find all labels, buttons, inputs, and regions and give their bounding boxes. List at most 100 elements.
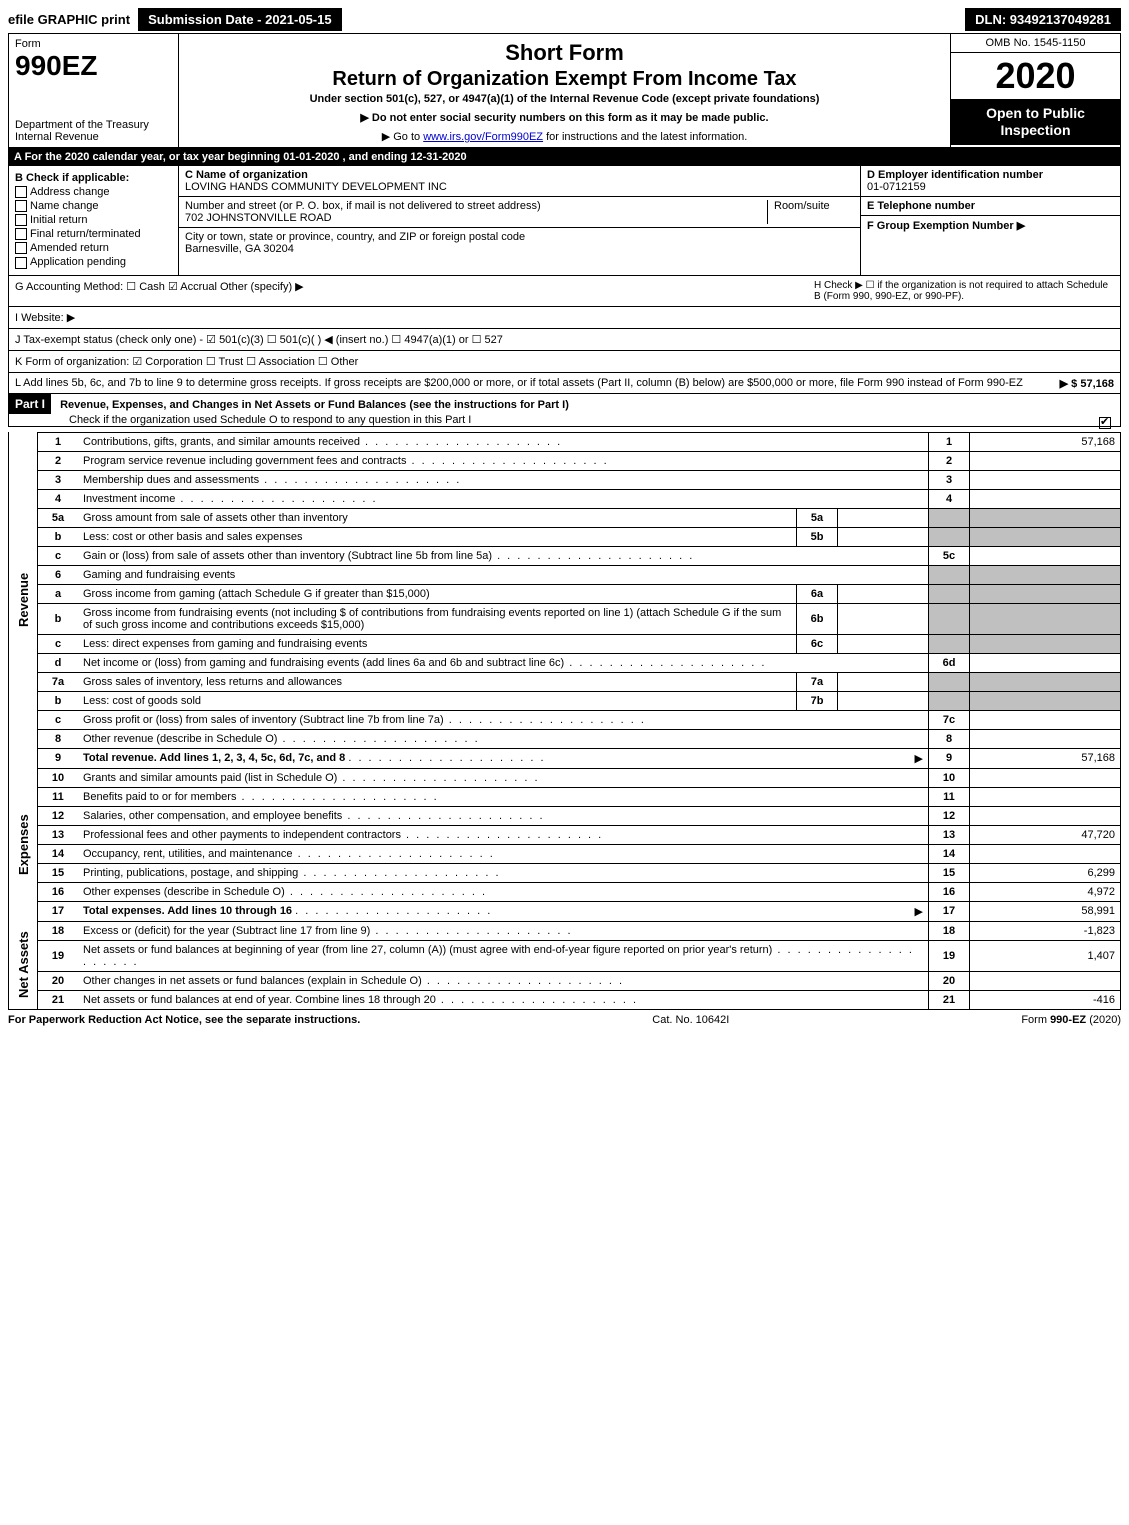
- line-ref: 5c: [929, 546, 970, 565]
- instr-goto: ▶ Go to www.irs.gov/Form990EZ for instru…: [185, 130, 944, 143]
- line-amount: [970, 710, 1121, 729]
- line-desc: Gross profit or (loss) from sales of inv…: [78, 710, 929, 729]
- line-desc: Other revenue (describe in Schedule O): [78, 729, 929, 748]
- line-ref: 17: [929, 901, 970, 921]
- chk-application-pending[interactable]: Application pending: [15, 256, 172, 268]
- label-city: City or town, state or province, country…: [185, 231, 525, 243]
- city-cell: City or town, state or province, country…: [179, 228, 860, 258]
- line-number: a: [38, 584, 79, 603]
- amt-shaded: [970, 634, 1121, 653]
- table-row: bGross income from fundraising events (n…: [9, 603, 1121, 634]
- line-ref: 10: [929, 768, 970, 787]
- table-row: bLess: cost of goods sold7b: [9, 691, 1121, 710]
- group-cell: F Group Exemption Number ▶: [861, 216, 1120, 275]
- line-i: I Website: ▶: [8, 307, 1121, 329]
- line-ref: 3: [929, 470, 970, 489]
- phone-cell: E Telephone number: [861, 197, 1120, 216]
- street-cell: Number and street (or P. O. box, if mail…: [179, 197, 860, 228]
- chk-initial-return[interactable]: Initial return: [15, 214, 172, 226]
- line-g: G Accounting Method: ☐ Cash ☑ Accrual Ot…: [15, 280, 814, 302]
- line-number: c: [38, 546, 79, 565]
- chk-final-return[interactable]: Final return/terminated: [15, 228, 172, 240]
- ref-shaded: [929, 565, 970, 584]
- sub-label: 6c: [797, 634, 838, 653]
- label-group: F Group Exemption Number ▶: [867, 220, 1025, 232]
- submission-date: Submission Date - 2021-05-15: [138, 8, 342, 31]
- section-label: Net Assets: [9, 921, 38, 1009]
- amt-shaded: [970, 691, 1121, 710]
- line-amount: [970, 806, 1121, 825]
- title-short-form: Short Form: [185, 40, 944, 66]
- period-bar: A For the 2020 calendar year, or tax yea…: [8, 148, 1121, 166]
- table-row: 4Investment income4: [9, 489, 1121, 508]
- sub-value: [838, 634, 929, 653]
- line-ref: 2: [929, 451, 970, 470]
- part1-schedule-o-checkbox[interactable]: [1099, 417, 1111, 429]
- line-amount: [970, 844, 1121, 863]
- line-desc: Less: cost or other basis and sales expe…: [78, 527, 797, 546]
- line-desc: Gross income from fundraising events (no…: [78, 603, 797, 634]
- line-number: 20: [38, 971, 79, 990]
- form-word: Form: [15, 38, 172, 50]
- line-desc: Benefits paid to or for members: [78, 787, 929, 806]
- line-l-text: L Add lines 5b, 6c, and 7b to line 9 to …: [15, 377, 1023, 389]
- irs-link[interactable]: www.irs.gov/Form990EZ: [423, 131, 543, 143]
- line-desc: Salaries, other compensation, and employ…: [78, 806, 929, 825]
- chk-amended-return[interactable]: Amended return: [15, 242, 172, 254]
- sub-label: 5a: [797, 508, 838, 527]
- line-amount: 57,168: [970, 432, 1121, 451]
- line-desc: Program service revenue including govern…: [78, 451, 929, 470]
- line-desc: Gross sales of inventory, less returns a…: [78, 672, 797, 691]
- line-ref: 15: [929, 863, 970, 882]
- line-ref: 8: [929, 729, 970, 748]
- label-phone: E Telephone number: [867, 200, 975, 212]
- table-row: 6Gaming and fundraising events: [9, 565, 1121, 584]
- line-desc: Contributions, gifts, grants, and simila…: [78, 432, 929, 451]
- section-label: Expenses: [9, 768, 38, 921]
- part1-header: Part I Revenue, Expenses, and Changes in…: [8, 394, 1121, 427]
- line-desc: Occupancy, rent, utilities, and maintena…: [78, 844, 929, 863]
- table-row: 2Program service revenue including gover…: [9, 451, 1121, 470]
- table-row: 17Total expenses. Add lines 10 through 1…: [9, 901, 1121, 921]
- table-row: cGross profit or (loss) from sales of in…: [9, 710, 1121, 729]
- open-to-public: Open to Public Inspection: [951, 99, 1120, 145]
- sub-label: 7a: [797, 672, 838, 691]
- sub-value: [838, 603, 929, 634]
- line-desc: Net assets or fund balances at end of ye…: [78, 990, 929, 1009]
- table-row: 12Salaries, other compensation, and empl…: [9, 806, 1121, 825]
- line-desc: Total revenue. Add lines 1, 2, 3, 4, 5c,…: [78, 748, 929, 768]
- chk-name-change[interactable]: Name change: [15, 200, 172, 212]
- table-row: 20Other changes in net assets or fund ba…: [9, 971, 1121, 990]
- line-amount: [970, 546, 1121, 565]
- table-row: 11Benefits paid to or for members11: [9, 787, 1121, 806]
- line-desc: Membership dues and assessments: [78, 470, 929, 489]
- ref-shaded: [929, 672, 970, 691]
- line-amount: 6,299: [970, 863, 1121, 882]
- line-number: 18: [38, 921, 79, 940]
- line-number: b: [38, 527, 79, 546]
- line-ref: 20: [929, 971, 970, 990]
- label-ein: D Employer identification number: [867, 169, 1043, 181]
- table-row: 7aGross sales of inventory, less returns…: [9, 672, 1121, 691]
- line-number: 6: [38, 565, 79, 584]
- line-number: 15: [38, 863, 79, 882]
- label-org-name: C Name of organization: [185, 169, 308, 181]
- line-number: 2: [38, 451, 79, 470]
- ref-shaded: [929, 691, 970, 710]
- tax-year: 2020: [951, 53, 1120, 99]
- top-bar: efile GRAPHIC print Submission Date - 20…: [8, 8, 1121, 31]
- line-amount: [970, 489, 1121, 508]
- amt-shaded: [970, 565, 1121, 584]
- line-desc: Grants and similar amounts paid (list in…: [78, 768, 929, 787]
- street: 702 JOHNSTONVILLE ROAD: [185, 212, 332, 224]
- line-number: 17: [38, 901, 79, 921]
- table-row: bLess: cost or other basis and sales exp…: [9, 527, 1121, 546]
- table-row: Expenses10Grants and similar amounts pai…: [9, 768, 1121, 787]
- sub-value: [838, 527, 929, 546]
- table-row: 19Net assets or fund balances at beginni…: [9, 940, 1121, 971]
- line-desc: Gross amount from sale of assets other t…: [78, 508, 797, 527]
- line-amount: [970, 971, 1121, 990]
- line-ref: 13: [929, 825, 970, 844]
- line-number: c: [38, 634, 79, 653]
- chk-address-change[interactable]: Address change: [15, 186, 172, 198]
